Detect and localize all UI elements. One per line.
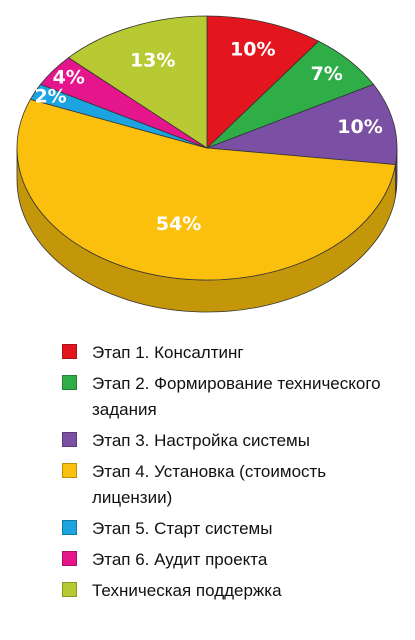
slice-percent-label: 4% bbox=[53, 67, 85, 89]
legend-swatch bbox=[62, 344, 77, 359]
legend-swatch bbox=[62, 520, 77, 535]
pie-slice-7 bbox=[68, 15, 208, 149]
legend-item-stage-5: Этап 5. Старт системы bbox=[62, 516, 402, 542]
legend: Этап 1. Консалтинг Этап 2. Формирование … bbox=[62, 340, 402, 609]
slice-percent-label: 10% bbox=[230, 39, 275, 61]
legend-item-support: Техническая поддержка bbox=[62, 578, 402, 604]
legend-label: Этап 5. Старт системы bbox=[92, 519, 273, 538]
legend-swatch bbox=[62, 582, 77, 597]
legend-label: Этап 6. Аудит проекта bbox=[92, 550, 268, 569]
pie-slice-1 bbox=[206, 15, 320, 149]
legend-swatch bbox=[62, 551, 77, 566]
slice-percent-label: 2% bbox=[34, 85, 66, 107]
legend-label: Этап 1. Консалтинг bbox=[92, 343, 244, 362]
legend-swatch bbox=[62, 432, 77, 447]
pie-labels: 10% 7% 10% 54% 2%4% 13% bbox=[34, 39, 382, 236]
slice-percent-label: 7% bbox=[311, 63, 343, 85]
legend-label: Техническая поддержка bbox=[92, 581, 282, 600]
slice-percent-label: 54% bbox=[156, 213, 201, 235]
legend-label: Этап 4. Установка (стоимость лицензии) bbox=[92, 462, 327, 507]
pie-chart: 10% 7% 10% 54% 2%4% 13% bbox=[16, 15, 398, 313]
slice-percent-label: 10% bbox=[337, 116, 382, 138]
legend-item-stage-4: Этап 4. Установка (стоимость лицензии) bbox=[62, 459, 402, 511]
legend-item-stage-6: Этап 6. Аудит проекта bbox=[62, 547, 402, 573]
legend-item-stage-3: Этап 3. Настройка системы bbox=[62, 428, 402, 454]
legend-label: Этап 3. Настройка системы bbox=[92, 431, 310, 450]
legend-item-stage-1: Этап 1. Консалтинг bbox=[62, 340, 402, 366]
pie-slice-4 bbox=[16, 99, 396, 281]
pie-slices bbox=[16, 15, 398, 281]
pie-slice-3 bbox=[206, 84, 398, 165]
legend-swatch bbox=[62, 375, 77, 390]
legend-item-stage-2: Этап 2. Формирование технического задани… bbox=[62, 371, 402, 423]
slice-percent-label: 13% bbox=[130, 49, 175, 71]
legend-label: Этап 2. Формирование технического задани… bbox=[92, 374, 381, 419]
legend-swatch bbox=[62, 463, 77, 478]
